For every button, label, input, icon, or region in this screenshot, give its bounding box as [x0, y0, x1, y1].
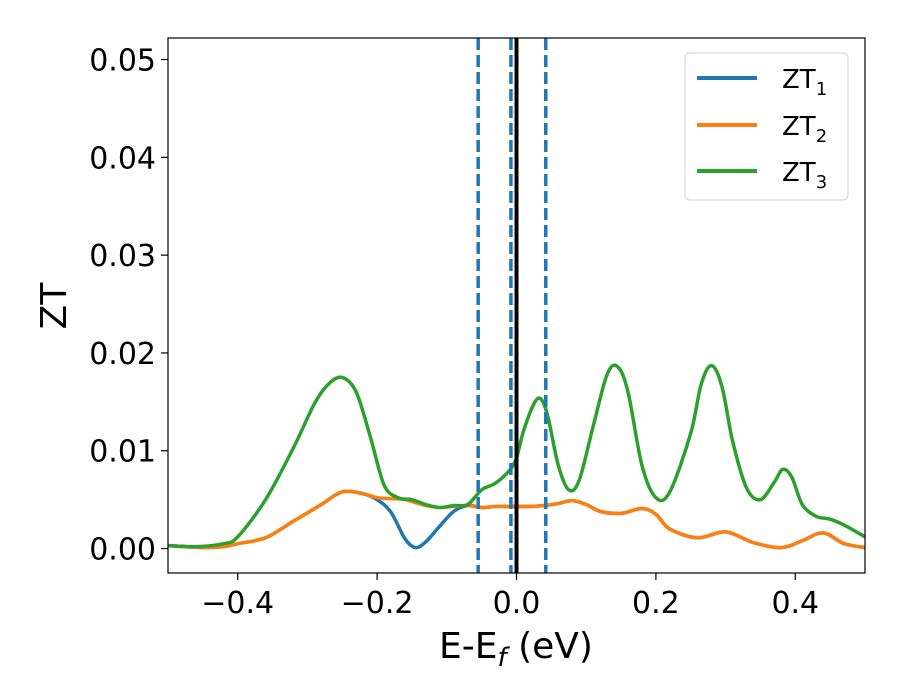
- legend-label-zt3: ZT3: [782, 158, 827, 193]
- x-tick-label: 0.4: [771, 586, 819, 621]
- y-axis: 0.00 0.01 0.02 0.03 0.04 0.05: [89, 44, 168, 568]
- y-tick-label: 0.04: [89, 141, 156, 176]
- legend-label-zt2: ZT2: [782, 112, 827, 147]
- y-axis-label: ZT: [34, 282, 75, 330]
- legend-label-zt1: ZT1: [782, 65, 827, 100]
- y-tick-label: 0.01: [89, 435, 156, 470]
- x-tick-label: 0.0: [493, 586, 541, 621]
- legend: ZT1 ZT2 ZT3: [684, 52, 849, 201]
- x-axis-label: E-Ef (eV): [439, 626, 593, 673]
- legend-box: [684, 52, 849, 201]
- series-line-zt3: [168, 363, 865, 549]
- y-tick-label: 0.03: [89, 239, 156, 274]
- reference-lines: [476, 38, 548, 573]
- y-tick-label: 0.00: [89, 533, 156, 568]
- y-tick-label: 0.05: [89, 44, 156, 79]
- x-tick-label: −0.2: [341, 586, 414, 621]
- x-tick-label: −0.4: [201, 586, 274, 621]
- series-line-zt2: [168, 489, 865, 550]
- x-tick-label: 0.2: [632, 586, 680, 621]
- x-axis: −0.4 −0.2 0.0 0.2 0.4: [201, 573, 819, 621]
- y-tick-label: 0.02: [89, 337, 156, 372]
